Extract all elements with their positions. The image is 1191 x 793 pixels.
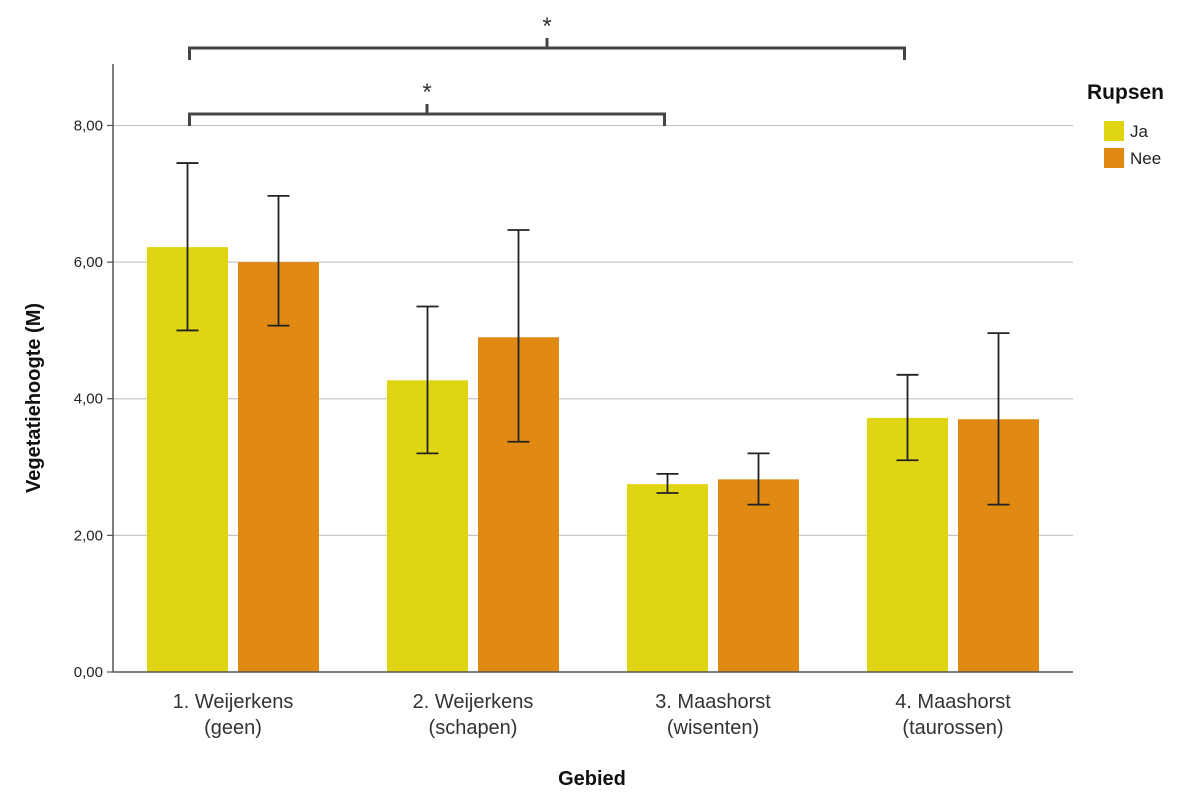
error-bars bbox=[176, 162, 1010, 506]
legend-swatch bbox=[1104, 148, 1124, 168]
axes bbox=[112, 64, 1073, 673]
bar bbox=[718, 479, 799, 672]
x-category-label-line: (schapen) bbox=[429, 717, 518, 739]
x-category-labels: 1. Weijerkens (geen) 2. Weijerkens (schapen… bbox=[173, 691, 1012, 739]
x-category-label: 2. Weijerkens (schapen) bbox=[413, 691, 534, 739]
significance-bracket bbox=[188, 112, 666, 126]
x-category-label-line: 3. Maashorst bbox=[655, 691, 771, 713]
y-tick-labels: 0,00 2,00 4,00 6,00 8,00 bbox=[74, 117, 103, 681]
legend: Rupsen Ja Nee bbox=[1087, 81, 1164, 168]
significance-star: * bbox=[422, 79, 431, 106]
legend-label: Ja bbox=[1130, 122, 1149, 141]
legend-title: Rupsen bbox=[1087, 81, 1164, 104]
y-axis-title: Vegetatiehoogte (M) bbox=[23, 303, 45, 493]
bar bbox=[627, 484, 708, 672]
bar bbox=[238, 262, 319, 672]
x-category-label: 1. Weijerkens (geen) bbox=[173, 691, 294, 739]
legend-swatch bbox=[1104, 121, 1124, 141]
y-tick-label: 4,00 bbox=[74, 391, 103, 408]
x-category-label-line: (taurossen) bbox=[902, 717, 1003, 739]
y-tick-label: 6,00 bbox=[74, 254, 103, 271]
y-tick-label: 8,00 bbox=[74, 117, 103, 134]
x-axis-title: Gebied bbox=[558, 768, 626, 790]
x-category-label-line: 4. Maashorst bbox=[895, 691, 1011, 713]
x-category-label-line: 1. Weijerkens bbox=[173, 691, 294, 713]
legend-label: Nee bbox=[1130, 149, 1161, 168]
x-category-label-line: 2. Weijerkens bbox=[413, 691, 534, 713]
x-category-label: 4. Maashorst (taurossen) bbox=[895, 691, 1011, 739]
x-category-label-line: (wisenten) bbox=[667, 717, 759, 739]
significance-star: * bbox=[542, 13, 551, 40]
x-category-label-line: (geen) bbox=[204, 717, 262, 739]
significance-brackets: ** bbox=[188, 13, 906, 126]
x-category-label: 3. Maashorst (wisenten) bbox=[655, 691, 771, 739]
y-tick-label: 2,00 bbox=[74, 527, 103, 544]
significance-bracket bbox=[188, 46, 906, 60]
y-tick-label: 0,00 bbox=[74, 664, 103, 681]
